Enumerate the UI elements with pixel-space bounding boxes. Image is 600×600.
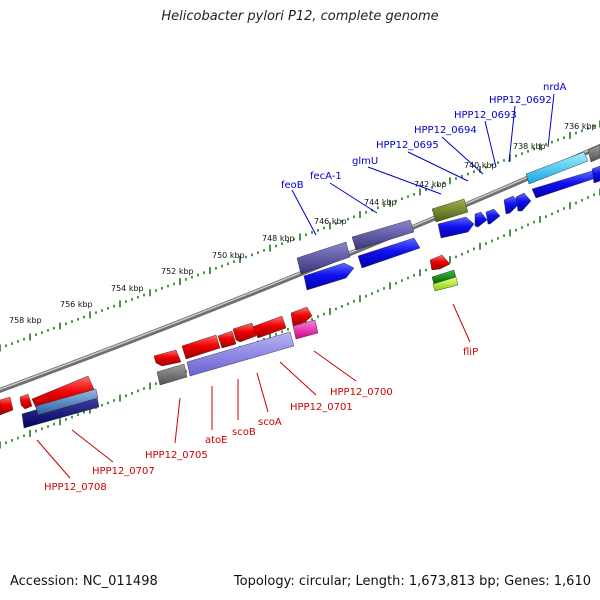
gene-feature: [485, 208, 501, 225]
forward-label-leaders: [291, 93, 555, 236]
gene-label-HPP12_0701: HPP12_0701: [290, 402, 353, 413]
gene-feature: [515, 192, 532, 212]
genome-backbone-highlight: [0, 144, 600, 391]
gene-label-HPP12_0694: HPP12_0694: [414, 125, 477, 136]
gene-label-HPP12_0695: HPP12_0695: [376, 140, 439, 151]
genome-stats-text: Topology: circular; Length: 1,673,813 bp…: [233, 574, 591, 589]
scale-label-758kbp: 758 kbp: [9, 316, 42, 325]
reverse-strand-features: [0, 254, 459, 429]
scale-label-744kbp: 744 kbp: [364, 198, 397, 207]
gene-feature: [19, 393, 33, 410]
gene-feature: [503, 195, 521, 215]
gene-label-HPP12_0708: HPP12_0708: [44, 482, 107, 493]
gene-feature: [437, 216, 475, 239]
gene-label-fecA-1: fecA-1: [310, 171, 342, 182]
forward-gene-labels: nrdA HPP12_0692 HPP12_0693 HPP12_0694 HP…: [281, 82, 567, 191]
gene-feature: [251, 315, 287, 339]
gene-feature: [357, 237, 421, 269]
map-title: Helicobacter pylori P12, complete genome: [161, 9, 439, 24]
gene-feature: [591, 165, 600, 184]
scale-label-740kbp: 740 kbp: [464, 161, 497, 170]
gene-feature: [296, 241, 351, 275]
gene-feature: [232, 322, 257, 343]
reverse-gene-labels: fliP HPP12_0700 HPP12_0701 scoA scoB ato…: [44, 347, 478, 493]
gene-feature: [525, 151, 589, 185]
gene-feature: [292, 319, 319, 340]
gene-label-nrdA: nrdA: [543, 82, 567, 93]
gene-feature: [217, 330, 237, 349]
gene-label-glmU: glmU: [352, 156, 378, 167]
scale-label-750kbp: 750 kbp: [212, 251, 245, 260]
gene-feature: [429, 254, 451, 271]
gene-label-HPP12_0700: HPP12_0700: [330, 387, 393, 398]
scale-label-742kbp: 742 kbp: [414, 180, 447, 189]
gene-feature: [431, 198, 469, 223]
gene-feature: [587, 144, 600, 163]
gene-label-feoB: feoB: [281, 180, 304, 191]
gene-feature: [153, 349, 182, 367]
gene-feature: [156, 363, 188, 386]
scale-labels: 736 kbp 738 kbp 740 kbp 742 kbp 744 kbp …: [9, 122, 597, 325]
gene-feature: [303, 262, 355, 291]
scale-label-746kbp: 746 kbp: [314, 217, 347, 226]
gene-feature: [474, 211, 488, 228]
scale-label-756kbp: 756 kbp: [60, 300, 93, 309]
gene-feature: [35, 388, 99, 416]
accession-text: Accession: NC_011498: [10, 574, 158, 589]
gene-feature: [351, 219, 415, 251]
gene-label-scoB: scoB: [232, 427, 256, 438]
gene-label-fliP: fliP: [463, 347, 478, 358]
gene-feature: [290, 306, 313, 327]
gene-label-scoA: scoA: [258, 417, 282, 428]
gene-label-atoE: atoE: [205, 435, 228, 446]
forward-strand-features: [296, 144, 600, 291]
reverse-label-leaders: [36, 303, 471, 479]
gene-label-HPP12_0693: HPP12_0693: [454, 110, 517, 121]
scale-label-748kbp: 748 kbp: [262, 234, 295, 243]
scale-label-736kbp: 736 kbp: [564, 122, 597, 131]
scale-label-738kbp: 738 kbp: [513, 142, 546, 151]
gene-feature: [0, 396, 14, 416]
gene-feature: [181, 334, 221, 360]
gene-label-HPP12_0705: HPP12_0705: [145, 450, 208, 461]
genome-backbone: [0, 143, 600, 393]
scale-label-754kbp: 754 kbp: [111, 284, 144, 293]
gene-feature: [186, 331, 295, 377]
gene-feature: [432, 276, 459, 292]
gene-label-HPP12_0692: HPP12_0692: [489, 95, 552, 106]
scale-label-752kbp: 752 kbp: [161, 267, 194, 276]
gene-label-HPP12_0707: HPP12_0707: [92, 466, 155, 477]
